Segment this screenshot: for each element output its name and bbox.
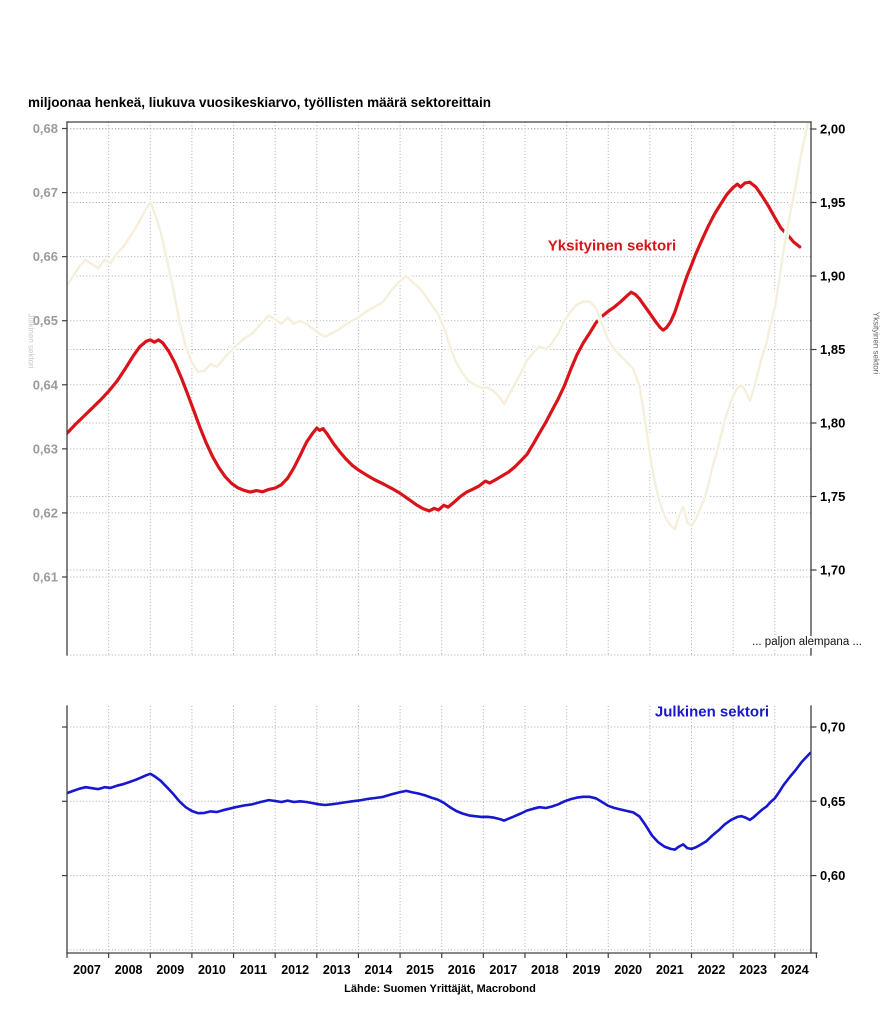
x-axis-year-label: 2021 bbox=[656, 963, 684, 977]
x-axis-year-label: 2009 bbox=[156, 963, 184, 977]
public-sector-line bbox=[67, 751, 811, 851]
top-left-axis-tick-label: 0,66 bbox=[33, 249, 58, 264]
top-left-axis-tick-label: 0,62 bbox=[33, 505, 58, 520]
private-sector-panel: 0,68 0,67 0,66 0,65 0,64 0,63 0,62 0,61 2,00 1,95… bbox=[33, 121, 845, 656]
x-axis-year-label: 2011 bbox=[240, 963, 267, 977]
top-right-axis-tick-label: 1,85 bbox=[820, 342, 845, 357]
x-axis-year-label: 2015 bbox=[406, 963, 434, 977]
bottom-right-axis-tick-label: 0,65 bbox=[820, 794, 845, 809]
top-left-axis-tick-label: 0,65 bbox=[33, 313, 58, 328]
x-axis-year-label: 2017 bbox=[489, 963, 517, 977]
top-right-axis-tick-label: 1,80 bbox=[820, 416, 845, 431]
top-right-axis-tick-label: 1,75 bbox=[820, 489, 845, 504]
top-right-axis-tick-label: 1,95 bbox=[820, 195, 845, 210]
x-axis-year-label: 2020 bbox=[614, 963, 642, 977]
comparison-annotation: ... paljon alempana ... bbox=[748, 636, 866, 648]
top-left-axis-tick-label: 0,61 bbox=[33, 569, 58, 584]
x-axis-year-label: 2008 bbox=[115, 963, 143, 977]
x-axis-year-label: 2018 bbox=[531, 963, 559, 977]
public-sector-ghost-line bbox=[67, 122, 810, 531]
top-left-axis-tick-label: 0,63 bbox=[33, 441, 58, 456]
public-sector-series-label: Julkinen sektori bbox=[654, 703, 770, 721]
x-axis-year-label: 2023 bbox=[739, 963, 767, 977]
top-right-axis-tick-label: 2,00 bbox=[820, 122, 845, 137]
x-axis-year-label: 2014 bbox=[365, 963, 393, 977]
page-title: miljoonaa henkeä, liukuva vuosikeskiarvo… bbox=[28, 95, 491, 110]
x-axis-year-label: 2007 bbox=[73, 963, 101, 977]
x-axis-year-label: 2012 bbox=[281, 963, 309, 977]
source-attribution: Lähde: Suomen Yrittäjät, Macrobond bbox=[344, 983, 536, 995]
top-right-axis-tick-label: 1,90 bbox=[820, 269, 845, 284]
x-axis-year-label: 2010 bbox=[198, 963, 226, 977]
public-sector-panel: 0,70 0,65 0,60 2007 2008 2009 2010 2011 2012 2013… bbox=[62, 705, 845, 977]
bottom-right-axis-tick-label: 0,70 bbox=[820, 720, 845, 735]
private-sector-series-label: Yksityinen sektori bbox=[547, 237, 677, 255]
left-axis-title: Julkinen sektori bbox=[26, 313, 36, 369]
top-right-axis-tick-label: 1,70 bbox=[820, 563, 845, 578]
top-left-axis-tick-label: 0,67 bbox=[33, 185, 58, 200]
x-axis-year-label: 2013 bbox=[323, 963, 351, 977]
bottom-right-axis-tick-label: 0,60 bbox=[820, 868, 845, 883]
x-axis-year-label: 2022 bbox=[698, 963, 726, 977]
x-axis-year-label: 2019 bbox=[573, 963, 601, 977]
private-sector-line bbox=[67, 180, 802, 513]
x-axis-year-label: 2016 bbox=[448, 963, 476, 977]
x-axis-year-label: 2024 bbox=[781, 963, 809, 977]
top-left-axis-tick-label: 0,64 bbox=[33, 377, 59, 392]
right-axis-title: Yksityinen sektori bbox=[871, 311, 881, 375]
top-left-axis-tick-label: 0,68 bbox=[33, 121, 58, 136]
